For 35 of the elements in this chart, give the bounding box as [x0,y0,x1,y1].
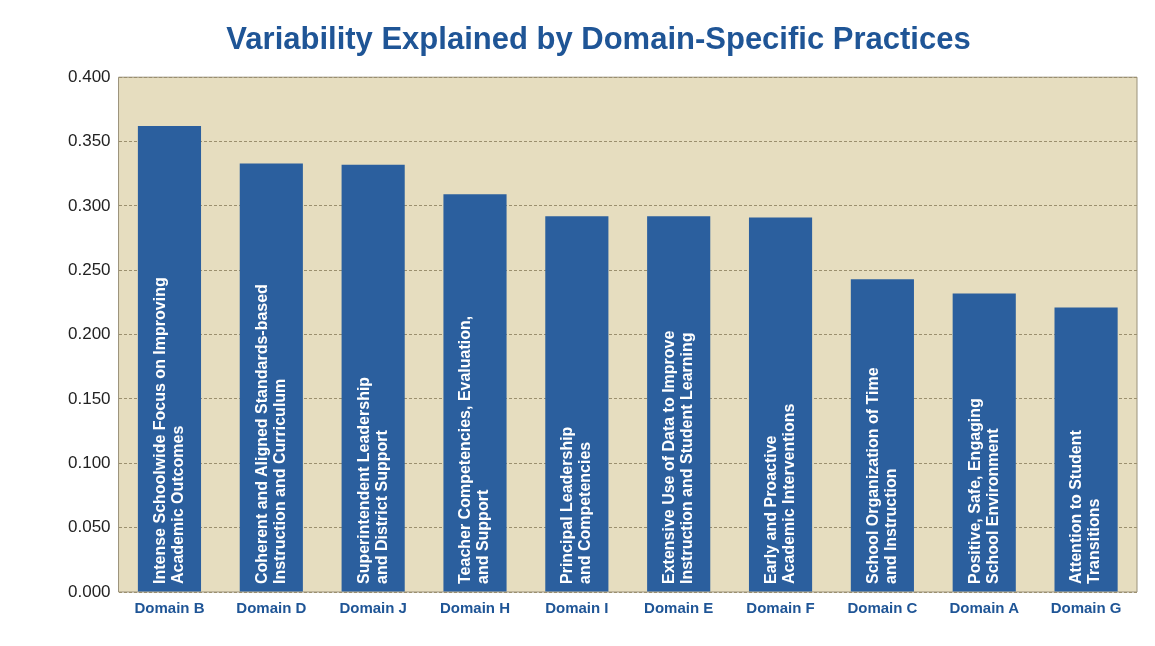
y-tick-label: 0.300 [67,195,111,215]
y-tick-label: 0.400 [67,66,111,86]
x-tick-label: Domain F [746,599,815,617]
annotation: Coherent and Aligned Standards-based Instruction and Curriculum [252,284,288,584]
y-tick-label: 0.100 [67,452,111,472]
y-tick-label: 0.050 [67,517,111,537]
annotation: Principal Leadership and Competencies [558,426,594,584]
y-tick-label: 0.350 [67,131,111,151]
annotation: Superintendent Leadership and District Support [354,376,390,584]
x-tick-label: Domain J [339,599,407,617]
bar [1054,307,1118,592]
y-tick-label: 0.200 [67,324,111,344]
annotation: Extensive Use of Data to Improve Instruction and Student Learning [660,330,696,584]
x-tick-label: Domain G [1050,599,1122,617]
y-tick-label: 0.150 [67,388,111,408]
x-tick-label: Domain C [847,599,918,617]
chart-title: Variability Explained by Domain-Specific Practices [226,21,971,57]
annotation: Early and Proactive Academic Interventions [761,403,797,584]
bar [545,216,609,592]
annotation: Positive, Safe, Engaging School Environment [965,398,1001,584]
annotation: School Organization of Time and Instruction [863,367,899,584]
annotation: Teacher Competencies, Evaluation, and Support [456,315,492,584]
bar [341,164,405,592]
x-tick-label: Domain E [644,599,714,617]
y-tick-label: 0.000 [67,581,111,601]
y-tick-label: 0.250 [67,259,111,279]
x-tick-label: Domain I [545,599,609,617]
x-tick-label: Domain D [236,599,307,617]
x-tick-label: Domain A [949,599,1020,617]
x-tick-label: Domain B [134,599,205,617]
annotation: Attention to Student Transitions [1067,429,1103,584]
bar [748,217,813,592]
x-tick-label: Domain H [439,599,511,617]
bar [443,194,507,592]
annotation: Intense Schoolwide Focus on Improving Academic Outcomes [150,277,186,584]
